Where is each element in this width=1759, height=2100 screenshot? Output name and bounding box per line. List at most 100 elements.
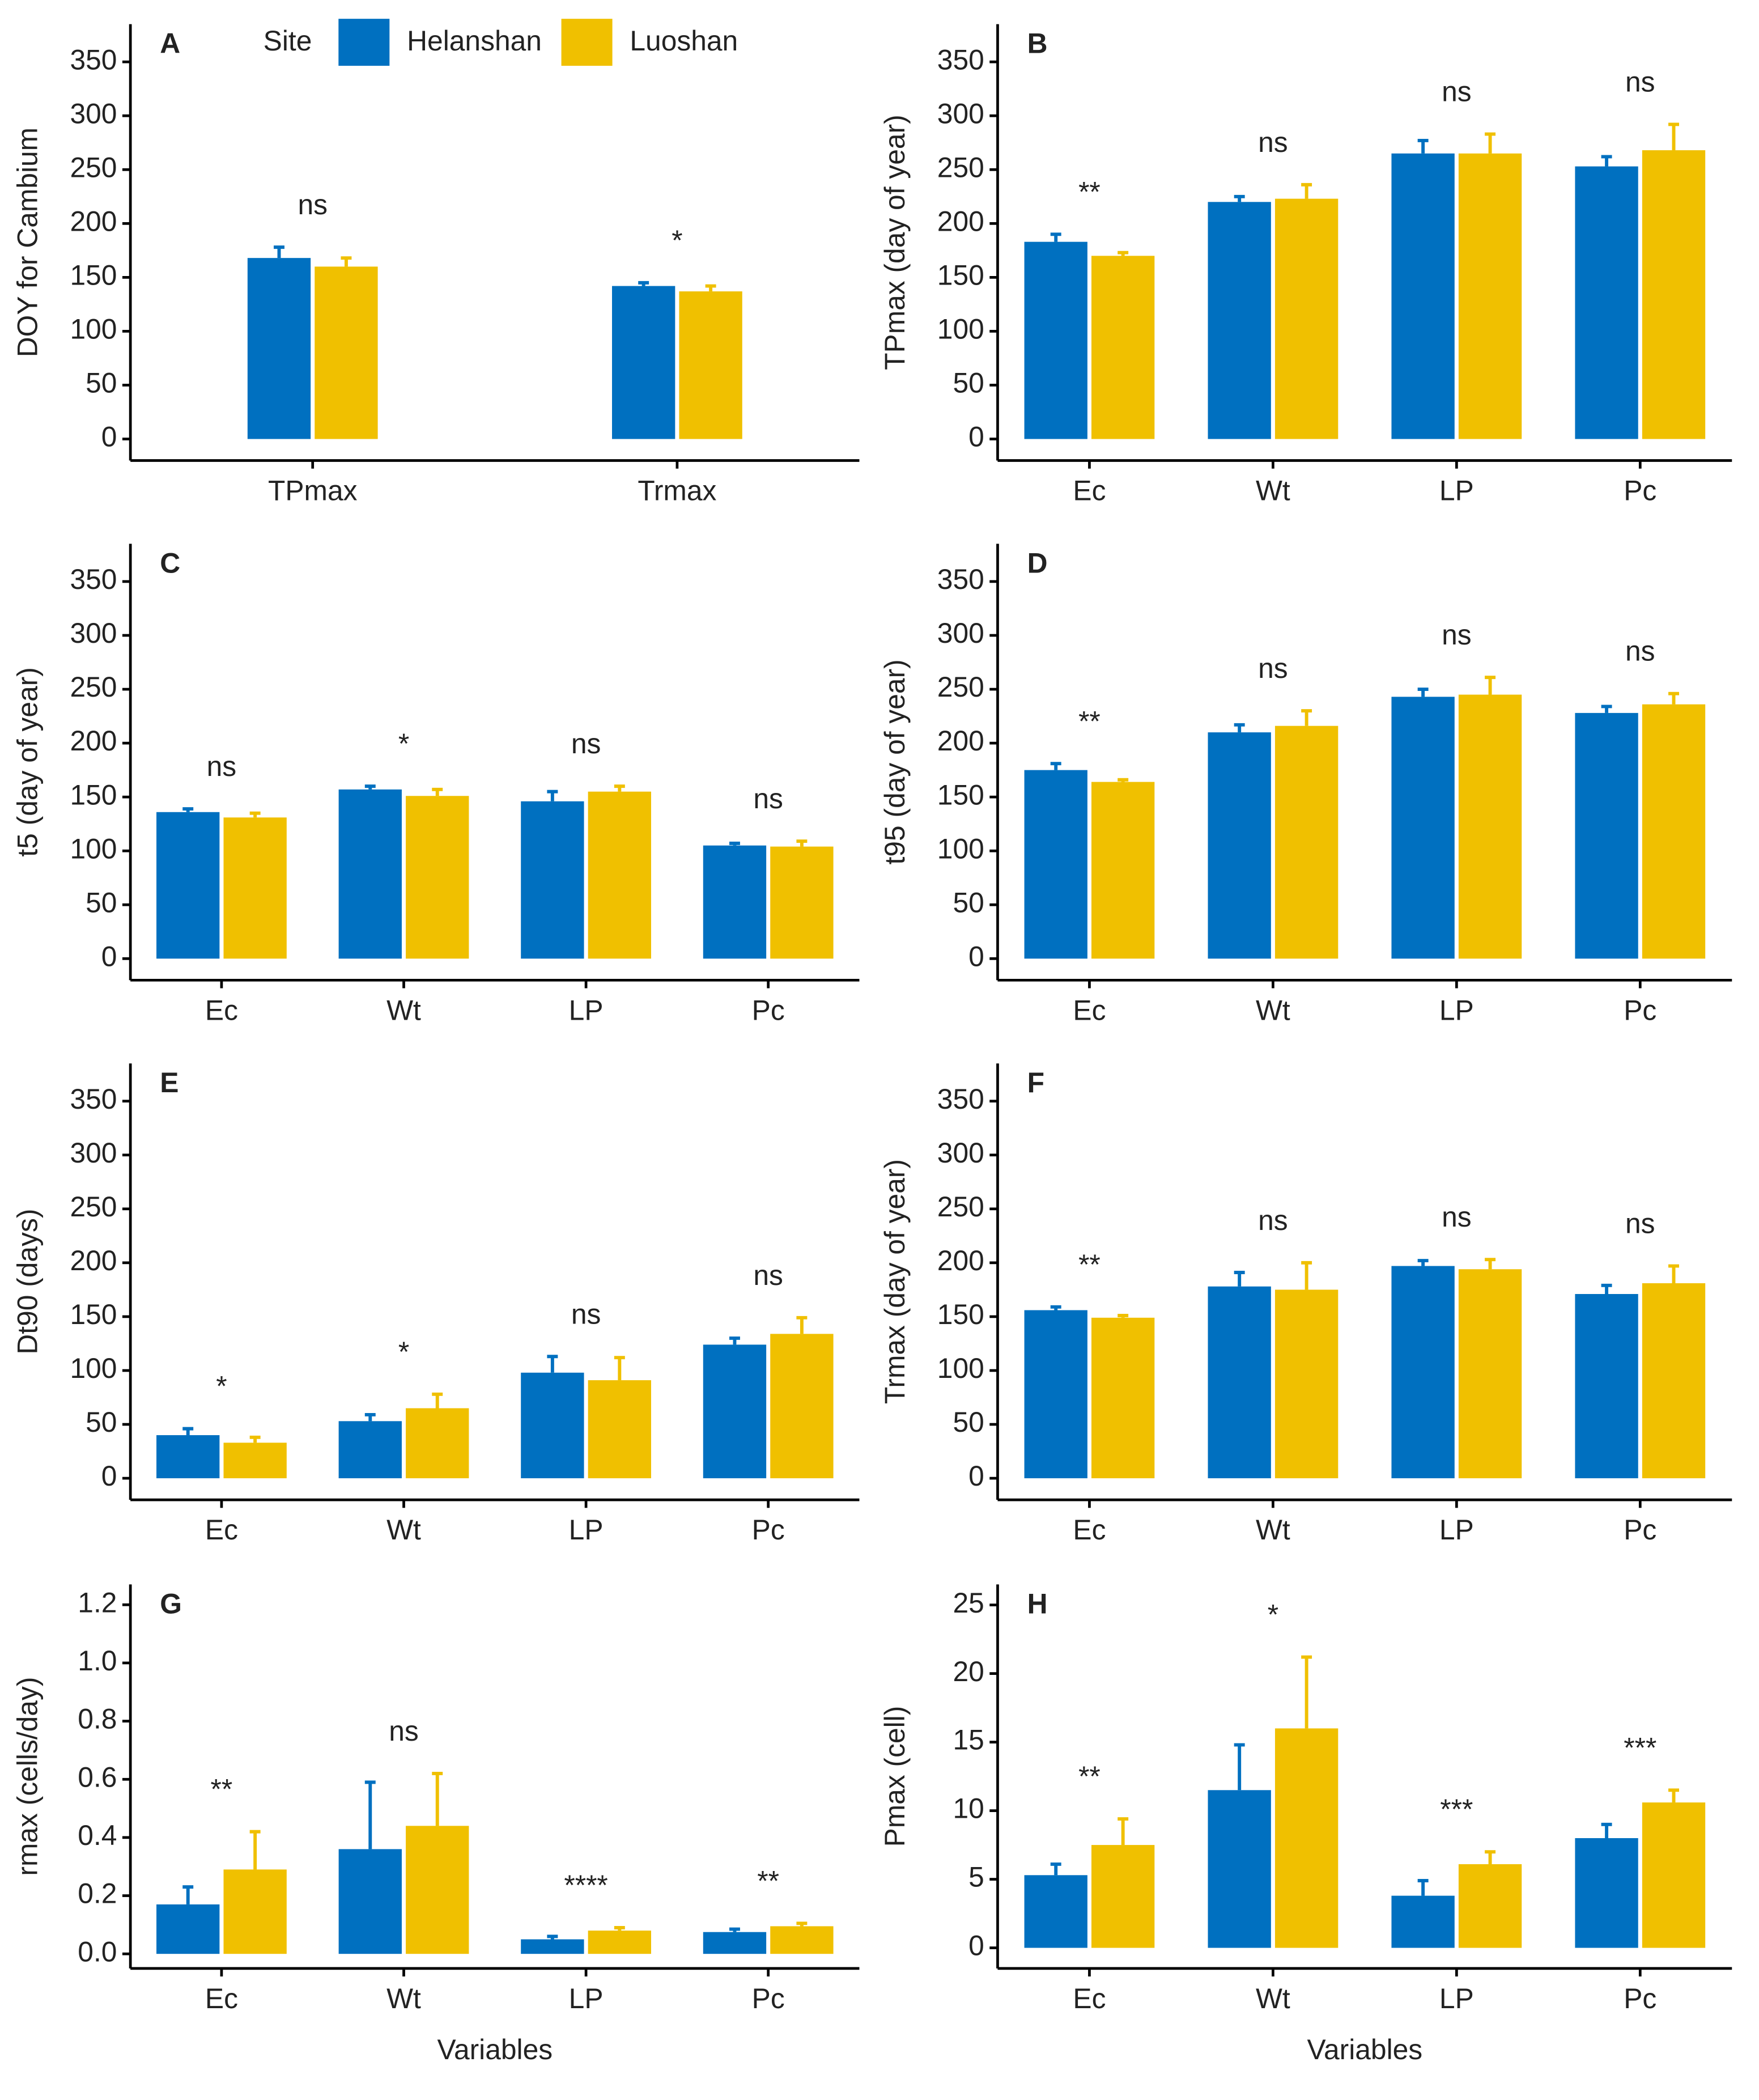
panel-label: C [160,547,180,579]
bar [223,817,287,959]
y-axis-title: Pmax (cell) [879,1706,911,1847]
y-axis-title: t95 (day of year) [879,659,911,864]
bar [1091,782,1155,959]
y-tick-label: 250 [937,671,984,703]
y-tick-label: 300 [70,97,117,129]
bar [1208,732,1271,959]
bar [1274,1289,1339,1479]
bar [406,1826,469,1954]
bar [1458,1864,1522,1948]
bar [338,1421,402,1479]
y-tick-label: 350 [70,44,117,75]
y-tick-label: 50 [86,886,117,918]
bar [521,1372,584,1479]
y-tick-label: 25 [953,1587,984,1619]
significance-label: ** [1078,705,1101,737]
bar [315,266,378,439]
y-tick-label: 300 [937,97,984,129]
y-tick-label: 1.0 [78,1645,117,1677]
significance-label: ns [1442,1201,1472,1233]
y-tick-label: 200 [70,1245,117,1276]
bar [1458,153,1522,439]
bar [223,1443,287,1479]
bar [1642,1283,1706,1479]
y-tick-label: 200 [70,205,117,237]
bar [1024,1310,1087,1479]
panel-label: E [160,1067,179,1098]
significance-label: ** [1078,1249,1101,1280]
x-tick-label: Trmax [638,475,716,507]
x-tick-label: Pc [1624,1983,1656,2014]
legend-swatch [561,19,613,66]
panel-label: G [160,1588,182,1619]
y-tick-label: 1.2 [78,1586,117,1618]
bar [338,1849,402,1954]
y-tick-label: 0.8 [78,1703,117,1735]
y-tick-label: 250 [937,1191,984,1223]
bar [770,846,834,959]
bar [1024,1875,1087,1948]
y-tick-label: 0 [968,421,984,453]
bar [223,1869,287,1954]
panel-label: D [1027,547,1048,579]
x-tick-label: LP [1439,994,1474,1026]
y-tick-label: 0.4 [78,1819,117,1851]
x-tick-label: Wt [386,994,421,1026]
y-tick-label: 50 [86,1406,117,1438]
bar [1208,1790,1271,1948]
significance-label: ns [1258,126,1288,158]
significance-label: ** [1078,1760,1101,1792]
bar [1091,1317,1155,1479]
y-tick-label: 0 [101,421,117,453]
y-tick-label: 0 [968,1460,984,1492]
bar [1575,1838,1638,1948]
bar [1642,1802,1706,1948]
y-tick-label: 100 [937,1352,984,1384]
x-tick-label: Ec [1073,994,1106,1026]
bar [1458,1269,1522,1479]
legend-label: Helanshan [407,25,542,57]
x-tick-label: Wt [1256,1983,1290,2014]
panel-label: H [1027,1588,1048,1619]
x-tick-label: Ec [1073,1983,1106,2014]
y-tick-label: 350 [937,1083,984,1115]
y-tick-label: 350 [70,1083,117,1115]
significance-label: * [216,1371,227,1402]
y-axis-title: Dt90 (days) [12,1209,44,1355]
y-tick-label: 300 [937,617,984,649]
significance-label: ns [1625,635,1655,667]
bar [406,1408,469,1479]
y-tick-label: 0 [101,1460,117,1492]
y-tick-label: 150 [937,1299,984,1330]
x-tick-label: Pc [752,1514,785,1546]
significance-label: ns [298,189,328,220]
bar [1575,1294,1638,1479]
y-tick-label: 150 [937,260,984,291]
y-tick-label: 0.0 [78,1936,117,1967]
x-tick-label: Pc [1624,1514,1656,1546]
bar [521,801,584,959]
x-tick-label: LP [1439,1514,1474,1546]
y-tick-label: 100 [937,833,984,864]
y-tick-label: 350 [70,563,117,595]
x-tick-label: Wt [1256,994,1290,1026]
bar [1208,202,1271,439]
significance-label: ns [1625,66,1655,98]
x-tick-label: Pc [752,1983,785,2014]
bar [406,796,469,959]
x-tick-label: Pc [752,994,785,1026]
bar [338,789,402,959]
y-tick-label: 0 [968,940,984,972]
x-tick-label: Ec [205,1514,238,1546]
bar [703,1932,767,1954]
significance-label: ** [757,1865,779,1897]
x-tick-label: Pc [1624,994,1656,1026]
bar [1575,166,1638,439]
x-tick-label: Wt [1256,1514,1290,1546]
bar [1274,1728,1339,1948]
x-tick-label: Ec [205,994,238,1026]
significance-label: * [1268,1599,1278,1631]
bar [1391,697,1455,959]
x-tick-label: LP [1439,1983,1474,2014]
panel-label: F [1027,1067,1044,1098]
